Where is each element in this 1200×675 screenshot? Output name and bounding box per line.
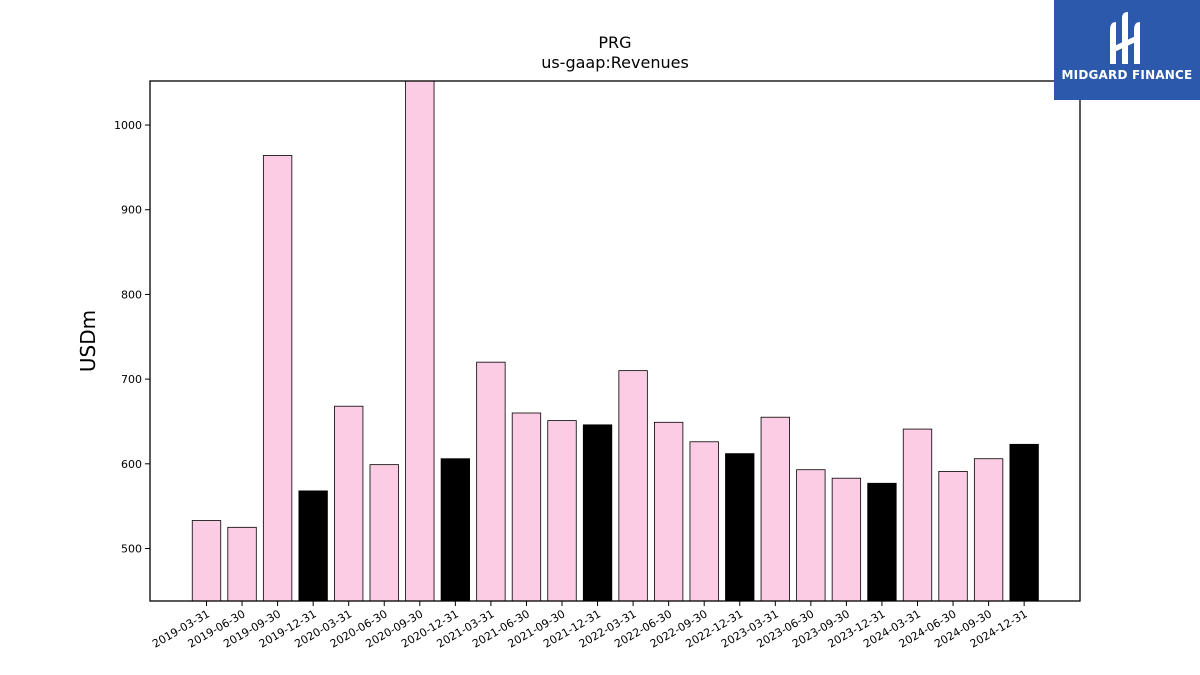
bar-2022-09-30 <box>689 441 719 601</box>
midgard-finance-logo: MIDGARD FINANCE <box>1054 0 1200 100</box>
y-tick-label: 800 <box>121 288 142 301</box>
y-tick-label: 700 <box>121 373 142 386</box>
bar-2020-03-31 <box>334 405 364 601</box>
bar-2024-03-31 <box>902 428 933 601</box>
chart-title: PRG <box>598 33 631 52</box>
bar-2023-12-31 <box>867 482 897 601</box>
bar-2019-03-31 <box>191 520 222 601</box>
y-tick-label: 900 <box>121 204 142 217</box>
y-tick-label: 1000 <box>114 119 142 132</box>
y-axis-ticks: 500 600 700 800 900 1000 <box>114 119 150 555</box>
bar-2023-06-30 <box>796 469 826 601</box>
bar-2022-12-31 <box>725 453 755 601</box>
bar-2020-12-31 <box>440 458 471 601</box>
bar-2020-06-30 <box>369 464 399 601</box>
bars-group <box>191 81 1039 601</box>
bar-2019-12-31 <box>298 490 328 601</box>
bar-2024-06-30 <box>938 471 968 601</box>
y-tick-label: 500 <box>121 542 142 555</box>
bar-2021-09-30 <box>547 420 577 601</box>
bar-2021-03-31 <box>476 361 506 601</box>
bar-2019-06-30 <box>227 526 257 601</box>
bar-2023-03-31 <box>760 416 790 601</box>
chart-subtitle: us-gaap:Revenues <box>541 53 689 72</box>
bar-2019-09-30 <box>262 155 293 601</box>
plot-frame <box>149 80 1081 602</box>
x-axis-ticks: 2019-03-312019-06-302019-09-302019-12-31… <box>150 601 1030 651</box>
midgard-logo-mark-icon <box>1110 12 1140 64</box>
bar-2022-06-30 <box>654 421 684 601</box>
bar-2024-12-31 <box>1009 443 1039 601</box>
bar-2020-09-30 <box>405 81 435 601</box>
y-axis-label: USDm <box>76 310 100 372</box>
bar-2021-12-31 <box>582 424 613 601</box>
y-tick-label: 600 <box>121 458 142 471</box>
bar-2021-06-30 <box>511 412 542 601</box>
logo-text: MIDGARD FINANCE <box>1061 68 1193 82</box>
bar-2022-03-31 <box>618 370 648 601</box>
bar-2023-09-30 <box>831 477 862 601</box>
bar-2024-09-30 <box>973 458 1004 601</box>
